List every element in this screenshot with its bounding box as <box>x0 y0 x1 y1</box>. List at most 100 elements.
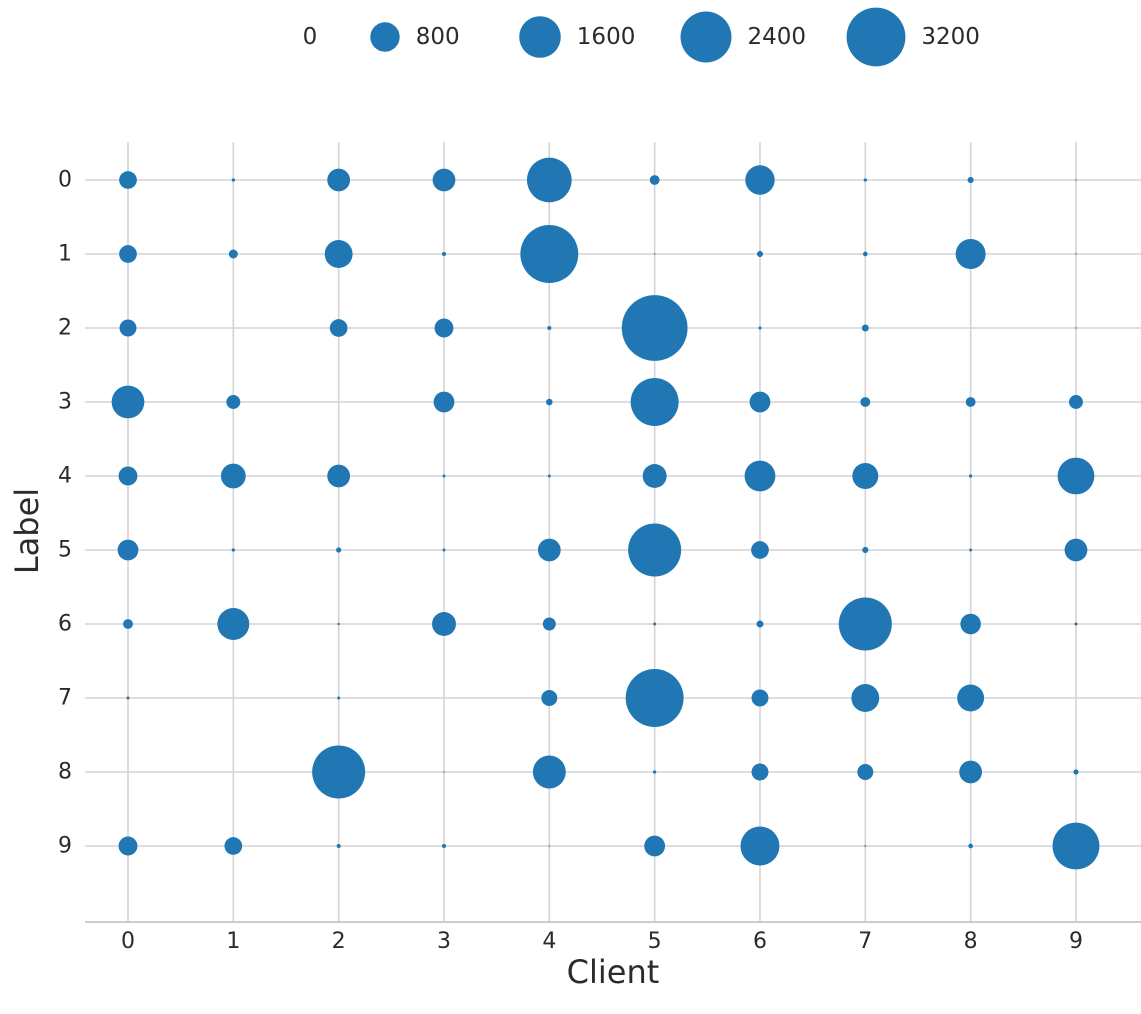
bubble-client8-label8 <box>959 760 983 784</box>
bubble-client8-label3 <box>965 397 976 407</box>
bubble-client2-label9 <box>336 843 341 849</box>
bubble-client9-label4 <box>1057 457 1095 495</box>
bubble-client9-label3 <box>1068 395 1083 409</box>
bubble-client3-label9 <box>441 843 447 849</box>
bubble-client6-label9 <box>740 826 780 866</box>
legend-label: 0 <box>303 24 318 50</box>
bubble-client8-label0 <box>967 176 974 184</box>
bubble-client2-label5 <box>336 547 342 553</box>
bubble-client0-label0 <box>119 171 137 189</box>
bubble-client2-label1 <box>324 240 353 268</box>
bubble-client1-label5 <box>231 548 235 552</box>
bubble-client3-label4 <box>442 474 446 478</box>
x-tick-label: 2 <box>332 929 346 954</box>
bubble-client4-label5 <box>537 538 561 562</box>
bubble-client8-label4 <box>968 474 973 478</box>
legend-bubble-1600 <box>519 16 561 58</box>
bubble-client1-label6 <box>217 608 250 640</box>
bubble-client1-label3 <box>226 395 241 409</box>
bubble-client7-label3 <box>860 397 871 407</box>
bubble-client5-label6 <box>653 622 657 626</box>
bubble-client6-label8 <box>751 763 769 781</box>
legend-bubble-3200 <box>846 7 906 67</box>
bubble-client2-label2 <box>329 319 348 337</box>
bubble-client4-label6 <box>542 617 556 631</box>
bubble-client7-label1 <box>862 251 868 257</box>
legend-label: 2400 <box>747 24 806 50</box>
bubble-client6-label6 <box>756 620 764 628</box>
legend-bubble-800 <box>370 22 400 52</box>
y-tick-label: 9 <box>58 834 72 859</box>
bubble-client3-label1 <box>441 251 447 257</box>
bubble-client3-label5 <box>442 548 446 552</box>
bubble-client1-label4 <box>220 463 246 489</box>
bubble-client4-label0 <box>526 157 572 203</box>
bubble-client8-label7 <box>957 684 985 712</box>
y-tick-label: 7 <box>58 686 72 711</box>
bubble-client5-label2 <box>621 295 688 361</box>
x-tick-label: 6 <box>753 929 767 954</box>
bubble-client7-label0 <box>863 178 867 182</box>
bubble-client9-label9 <box>1052 822 1100 870</box>
bubble-client7-label7 <box>851 684 880 712</box>
y-tick-label: 5 <box>58 538 72 563</box>
x-axis-title: Client <box>566 953 660 991</box>
bubble-client3-label6 <box>432 612 456 636</box>
bubble-client5-label9 <box>644 835 666 857</box>
bubble-client9-label6 <box>1074 622 1078 626</box>
bubble-client6-label2 <box>758 326 762 330</box>
bubble-client2-label7 <box>337 696 341 700</box>
legend-label: 800 <box>416 24 460 50</box>
bubble-client0-label3 <box>111 385 145 419</box>
bubble-client5-label5 <box>628 523 682 577</box>
x-tick-label: 8 <box>964 929 978 954</box>
bubble-client4-label1 <box>520 225 579 283</box>
y-tick-label: 6 <box>58 612 72 637</box>
legend-label: 3200 <box>921 24 980 50</box>
bubble-client6-label5 <box>751 541 769 559</box>
bubble-client2-label0 <box>327 168 351 192</box>
bubble-client0-label7 <box>126 696 130 700</box>
bubble-client0-label5 <box>117 539 139 561</box>
bubble-client8-label1 <box>955 239 986 269</box>
x-tick-label: 0 <box>121 929 135 954</box>
bubble-client6-label1 <box>756 250 764 258</box>
x-tick-label: 9 <box>1069 929 1083 954</box>
bubble-client7-label2 <box>861 324 869 332</box>
bubble-client1-label9 <box>224 837 243 855</box>
bubble-client7-label6 <box>838 597 892 651</box>
bubble-client0-label9 <box>118 836 138 856</box>
bubble-client8-label6 <box>960 613 981 635</box>
bubble-client7-label4 <box>852 463 879 489</box>
bubble-client9-label5 <box>1064 538 1088 562</box>
bubble-client4-label3 <box>546 398 553 406</box>
x-tick-label: 5 <box>648 929 662 954</box>
bubble-client7-label8 <box>857 764 874 780</box>
bubble-client7-label9 <box>864 845 867 847</box>
bubble-client9-label0 <box>1075 179 1077 181</box>
bubble-client7-label5 <box>862 546 869 554</box>
bubble-client4-label9 <box>548 845 551 847</box>
legend-bubble-2400 <box>680 11 732 63</box>
y-tick-label: 0 <box>58 168 72 193</box>
bubble-client4-label7 <box>541 690 558 706</box>
bubble-client5-label4 <box>642 464 667 488</box>
bubble-client6-label3 <box>749 391 771 413</box>
y-axis-title: Label <box>8 487 46 575</box>
x-tick-label: 7 <box>858 929 872 954</box>
y-tick-label: 2 <box>58 316 72 341</box>
y-tick-label: 1 <box>58 242 72 267</box>
y-tick-label: 3 <box>58 390 72 415</box>
bubble-client4-label2 <box>547 325 552 331</box>
bubble-client5-label8 <box>653 770 657 774</box>
bubble-client5-label3 <box>630 378 679 426</box>
bubble-client6-label4 <box>744 460 776 492</box>
bubble-client8-label9 <box>968 843 973 849</box>
bubble-client0-label2 <box>119 319 137 337</box>
bubble-client4-label4 <box>547 474 551 478</box>
bubble-client4-label8 <box>532 755 566 789</box>
bubble-client3-label0 <box>432 168 456 192</box>
bubble-client2-label6 <box>337 622 340 626</box>
x-tick-label: 4 <box>542 929 556 954</box>
